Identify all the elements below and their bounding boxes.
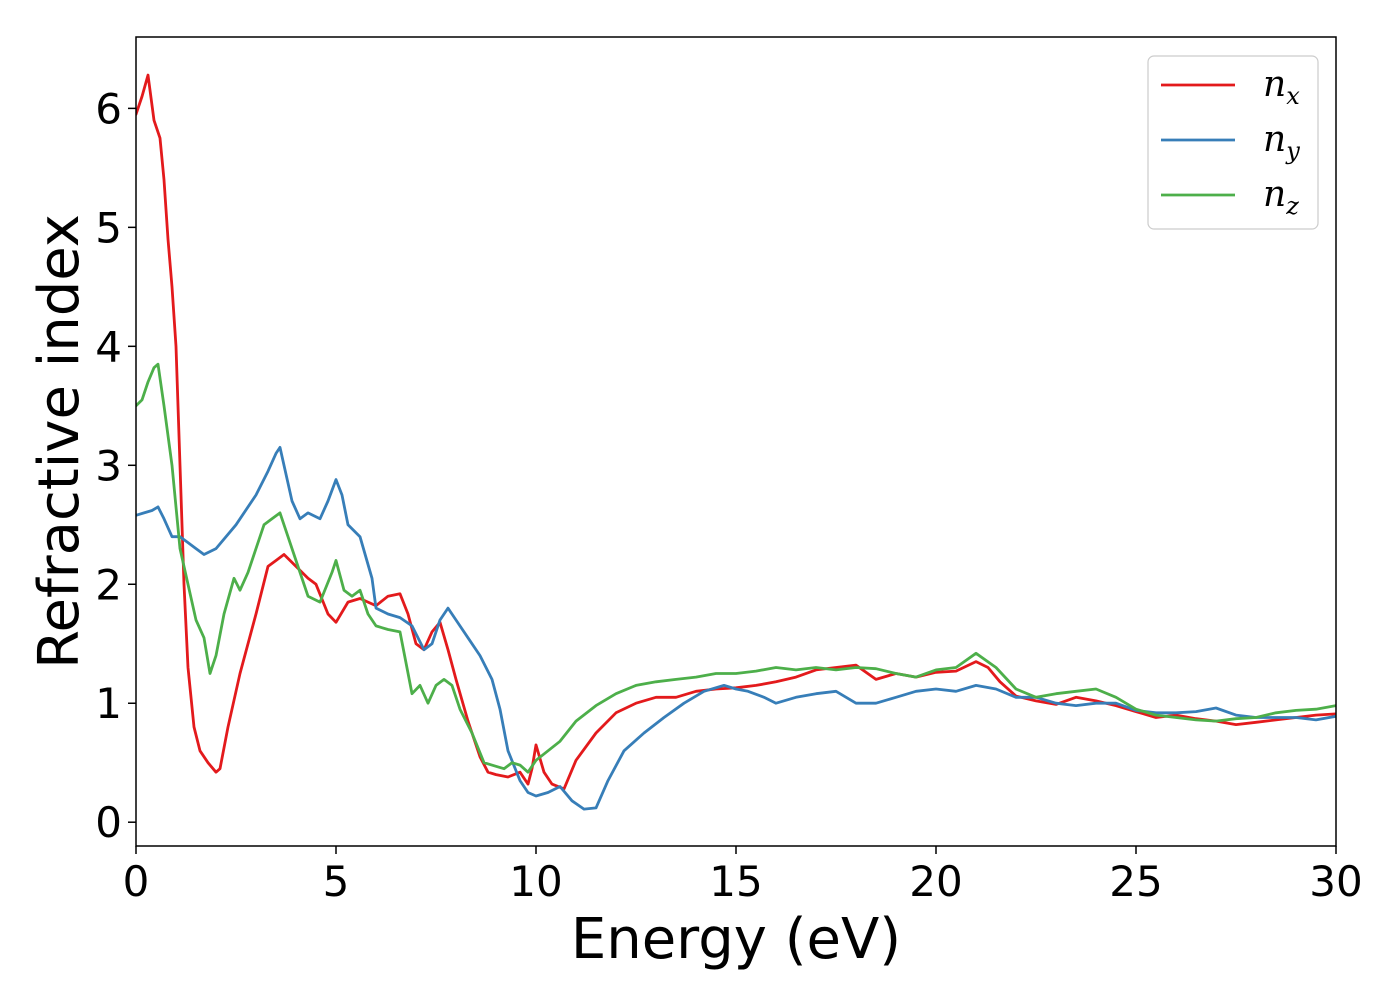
x-tick-label: 25 <box>1109 857 1162 906</box>
legend-label-x: nx <box>1263 64 1300 110</box>
series-line-z <box>136 362 1336 774</box>
y-axis-title: Refractive index <box>27 214 92 669</box>
x-tick-label: 0 <box>123 857 150 906</box>
legend: nx ny nz <box>1147 55 1319 230</box>
ticks-layer: 0 5 10 15 20 25 30 0 1 2 3 4 5 6 <box>95 84 1362 906</box>
x-axis-title: Energy (eV) <box>571 907 901 972</box>
x-tick-label: 10 <box>509 857 562 906</box>
x-tick-label: 30 <box>1309 857 1362 906</box>
y-tick-label: 0 <box>95 798 122 847</box>
y-tick-label: 6 <box>95 84 122 133</box>
series-line-y <box>136 446 1336 811</box>
y-tick-label: 3 <box>95 441 122 490</box>
y-tick-label: 1 <box>95 679 122 728</box>
x-tick-label: 5 <box>323 857 350 906</box>
legend-label-y: ny <box>1263 119 1300 165</box>
series-line-x <box>136 73 1336 791</box>
y-tick-label: 5 <box>95 203 122 252</box>
legend-label-z: nz <box>1263 174 1299 220</box>
x-tick-label: 15 <box>709 857 762 906</box>
series-layer <box>136 73 1336 811</box>
y-tick-label: 2 <box>95 560 122 609</box>
x-tick-label: 20 <box>909 857 962 906</box>
legend-box <box>1147 55 1319 230</box>
y-tick-label: 4 <box>95 322 122 371</box>
